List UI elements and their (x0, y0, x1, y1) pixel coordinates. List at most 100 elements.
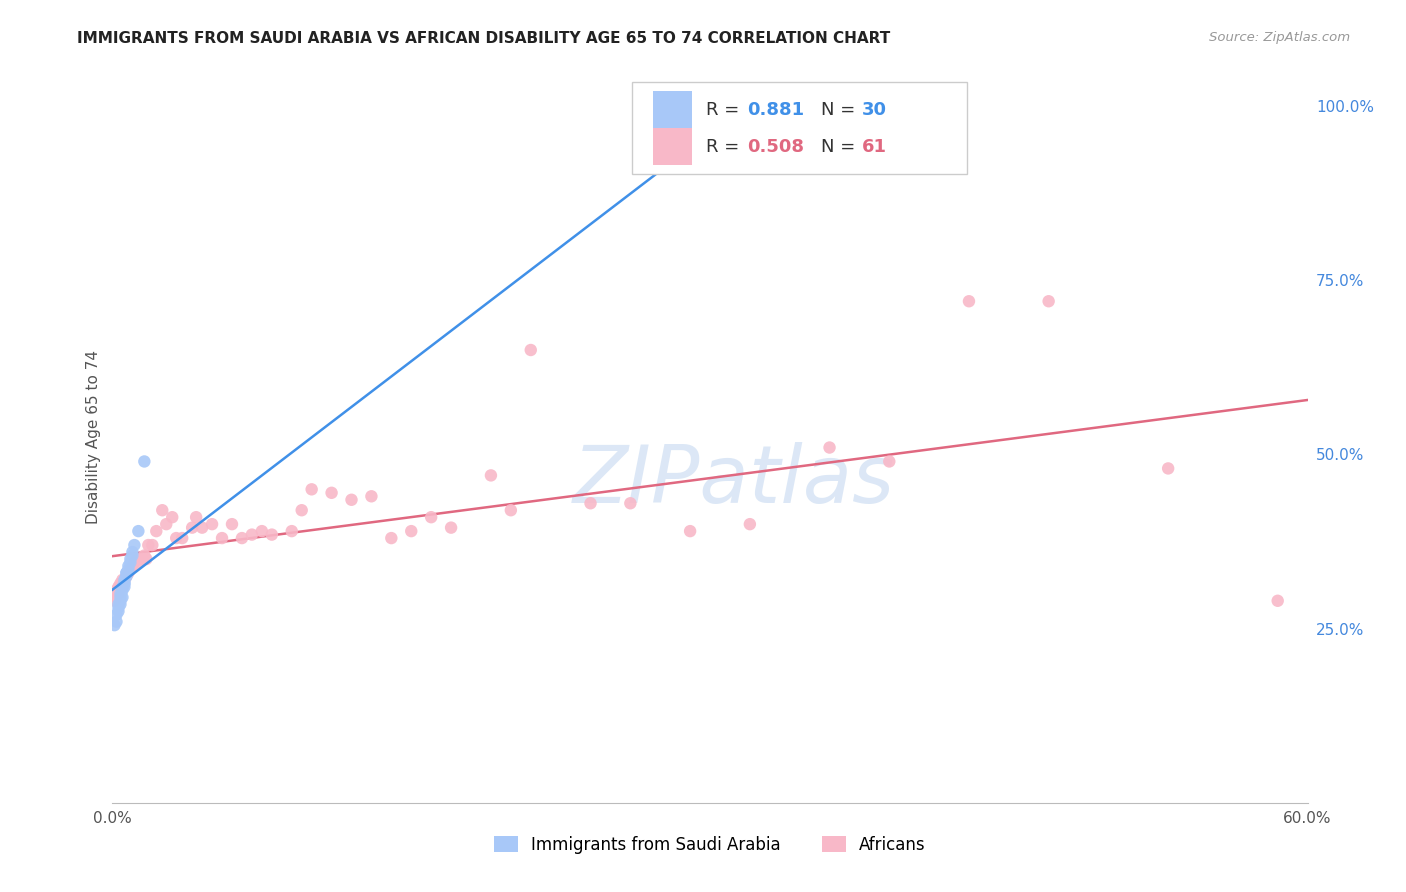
Point (120, 556, 142, 570)
Point (360, 489, 382, 503)
Point (125, 552, 148, 566)
Point (380, 531, 402, 545)
Point (818, 441, 841, 455)
Text: IMMIGRANTS FROM SAUDI ARABIA VS AFRICAN DISABILITY AGE 65 TO 74 CORRELATION CHAR: IMMIGRANTS FROM SAUDI ARABIA VS AFRICAN … (77, 31, 890, 46)
FancyBboxPatch shape (652, 91, 692, 128)
Point (748, 95, 770, 110)
Point (120, 562, 142, 576)
Point (111, 573, 134, 587)
Point (105, 607, 128, 622)
Point (107, 600, 129, 615)
Point (250, 524, 273, 538)
Point (499, 503, 522, 517)
Point (124, 556, 146, 570)
Point (619, 496, 641, 510)
Point (117, 558, 139, 573)
Point (105, 615, 128, 629)
Point (111, 591, 134, 605)
Point (107, 604, 129, 618)
Point (114, 576, 135, 591)
Point (114, 576, 135, 591)
Point (1157, 461, 1180, 475)
Point (111, 580, 134, 594)
Point (105, 591, 128, 605)
Point (103, 618, 125, 632)
Point (162, 510, 183, 524)
Point (145, 524, 167, 538)
Point (211, 531, 233, 545)
Point (420, 510, 443, 524)
Point (121, 545, 143, 559)
Point (107, 587, 129, 601)
Point (131, 552, 153, 566)
Point (231, 531, 253, 545)
Text: N =: N = (821, 137, 860, 155)
Y-axis label: Disability Age 65 to 74: Disability Age 65 to 74 (86, 350, 101, 524)
Point (138, 538, 160, 552)
Point (260, 527, 283, 541)
Point (105, 583, 128, 598)
Text: 61: 61 (862, 137, 887, 155)
Point (401, 524, 423, 538)
Point (679, 524, 702, 538)
Point (110, 591, 132, 605)
Point (440, 521, 463, 535)
Point (110, 594, 132, 608)
Point (115, 566, 138, 580)
Text: Source: ZipAtlas.com: Source: ZipAtlas.com (1209, 31, 1350, 45)
FancyBboxPatch shape (633, 82, 967, 174)
Point (201, 517, 224, 532)
Point (134, 454, 156, 468)
Point (186, 510, 208, 524)
Point (115, 566, 138, 580)
Point (124, 538, 146, 552)
Point (291, 503, 314, 517)
Point (221, 517, 243, 532)
Point (321, 485, 343, 500)
Point (110, 576, 132, 591)
Point (191, 521, 214, 535)
Point (134, 549, 156, 563)
Point (114, 580, 135, 594)
Point (172, 531, 194, 545)
Point (135, 552, 157, 566)
Point (1267, 594, 1289, 608)
Point (240, 527, 263, 541)
Point (115, 569, 138, 583)
Point (155, 517, 177, 532)
Point (115, 569, 138, 583)
Point (127, 556, 149, 570)
Point (117, 562, 139, 576)
Point (121, 549, 143, 563)
FancyBboxPatch shape (652, 128, 692, 165)
Point (127, 524, 149, 538)
Point (141, 538, 163, 552)
Point (579, 496, 602, 510)
Point (107, 597, 129, 611)
Point (957, 294, 980, 309)
Point (165, 531, 187, 545)
Point (150, 503, 173, 517)
Legend: Immigrants from Saudi Arabia, Africans: Immigrants from Saudi Arabia, Africans (488, 829, 932, 860)
Point (114, 573, 135, 587)
Point (121, 558, 143, 573)
Text: N =: N = (821, 101, 860, 119)
Point (479, 468, 502, 483)
Point (110, 580, 132, 594)
Point (110, 587, 132, 601)
Point (117, 566, 139, 580)
Point (111, 583, 134, 598)
Point (879, 454, 901, 468)
Text: ZIPatlas: ZIPatlas (572, 442, 896, 520)
Point (114, 573, 135, 587)
Point (738, 517, 761, 532)
Text: R =: R = (706, 101, 745, 119)
Point (120, 552, 142, 566)
Point (520, 343, 543, 357)
Text: R =: R = (706, 137, 745, 155)
Point (111, 580, 134, 594)
Point (281, 524, 304, 538)
Point (103, 594, 125, 608)
Text: 30: 30 (862, 101, 887, 119)
Point (340, 492, 363, 507)
